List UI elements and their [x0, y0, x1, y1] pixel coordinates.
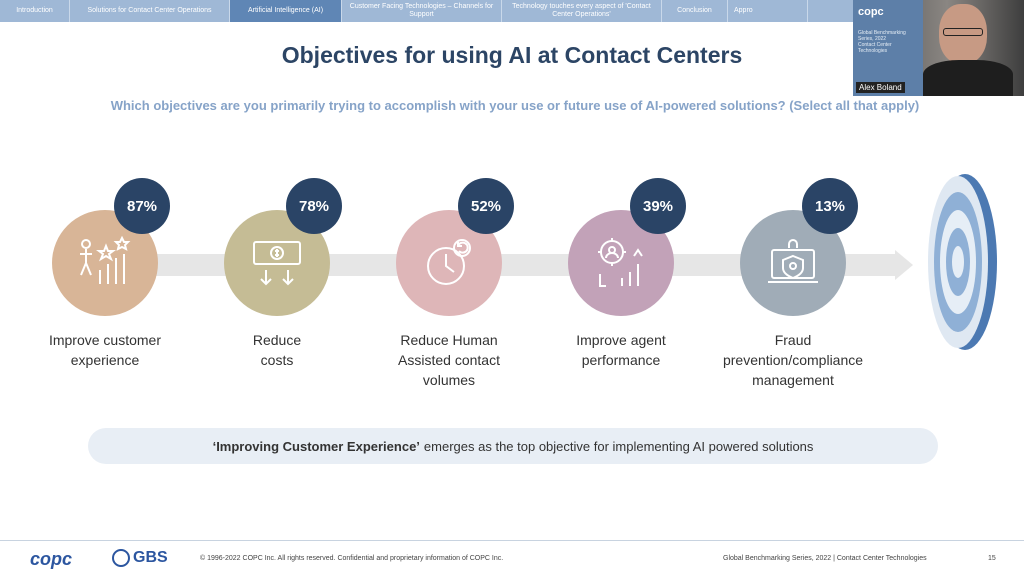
- footer-series: Global Benchmarking Series, 2022 | Conta…: [723, 555, 927, 562]
- key-insight-callout: ‘Improving Customer Experience’ emerges …: [88, 428, 938, 464]
- objective-label: Fraud prevention/compliance management: [722, 332, 864, 388]
- laptop-shield-lock-icon: [768, 239, 818, 283]
- objective-label: Improve customer experience: [48, 332, 162, 368]
- presenter-shirt: [923, 60, 1013, 96]
- target-icon: [928, 174, 997, 350]
- clock-refresh-icon: [427, 239, 471, 285]
- globe-icon: [112, 549, 130, 567]
- video-overlay-text: Global Benchmarking Series, 2022 Contact…: [858, 30, 906, 54]
- growth-chart-stars-icon: [80, 235, 131, 284]
- footer: copc GBS © 1996-2022 COPC Inc. All right…: [0, 541, 1024, 575]
- video-brand-logo: copc: [858, 6, 884, 18]
- nav-tab-ai[interactable]: Artificial Intelligence (AI): [230, 0, 342, 22]
- footer-copyright: © 1996-2022 COPC Inc. All rights reserve…: [200, 555, 504, 562]
- survey-question: Which objectives are you primarily tryin…: [110, 98, 920, 113]
- nav-tab-solutions[interactable]: Solutions for Contact Center Operations: [70, 0, 230, 22]
- callout-highlight: ‘Improving Customer Experience’: [212, 438, 420, 454]
- process-arrow-icon: [895, 250, 913, 280]
- percent-badge: 78%: [286, 178, 342, 234]
- nav-tab-introduction[interactable]: Introduction: [0, 0, 70, 22]
- section-nav: Introduction Solutions for Contact Cente…: [0, 0, 1024, 22]
- gear-person-chart-icon: [598, 238, 643, 287]
- page-number: 15: [988, 555, 996, 562]
- nav-tab-technology-touches[interactable]: Technology touches every aspect of 'Cont…: [502, 0, 662, 22]
- percent-badge: 87%: [114, 178, 170, 234]
- presenter-face: [939, 4, 987, 64]
- gbs-logo: GBS: [133, 549, 168, 566]
- objective-label: Improve agent performance: [576, 332, 666, 368]
- percent-badge: 52%: [458, 178, 514, 234]
- nav-tab-approach[interactable]: Appro: [728, 0, 808, 22]
- slide-title: Objectives for using AI at Contact Cente…: [281, 42, 743, 68]
- video-overlay-panel: copc Global Benchmarking Series, 2022 Co…: [853, 0, 923, 96]
- glasses-icon: [943, 28, 983, 36]
- nav-tab-conclusion[interactable]: Conclusion: [662, 0, 728, 22]
- percent-badge: 13%: [802, 178, 858, 234]
- nav-tab-customer-facing[interactable]: Customer Facing Technologies – Channels …: [342, 0, 502, 22]
- objective-label: Reduce costs: [252, 332, 302, 368]
- dollar-bill-icon: [253, 241, 301, 286]
- callout-text: emerges as the top objective for impleme…: [423, 438, 814, 454]
- objective-label: Reduce Human Assisted contact volumes: [398, 332, 500, 388]
- footer-divider: [0, 540, 1024, 541]
- speaker-name-tag: Alex Boland: [856, 82, 905, 93]
- copc-logo: copc: [30, 549, 73, 569]
- percent-badge: 39%: [630, 178, 686, 234]
- presenter-video: copc Global Benchmarking Series, 2022 Co…: [853, 0, 1024, 96]
